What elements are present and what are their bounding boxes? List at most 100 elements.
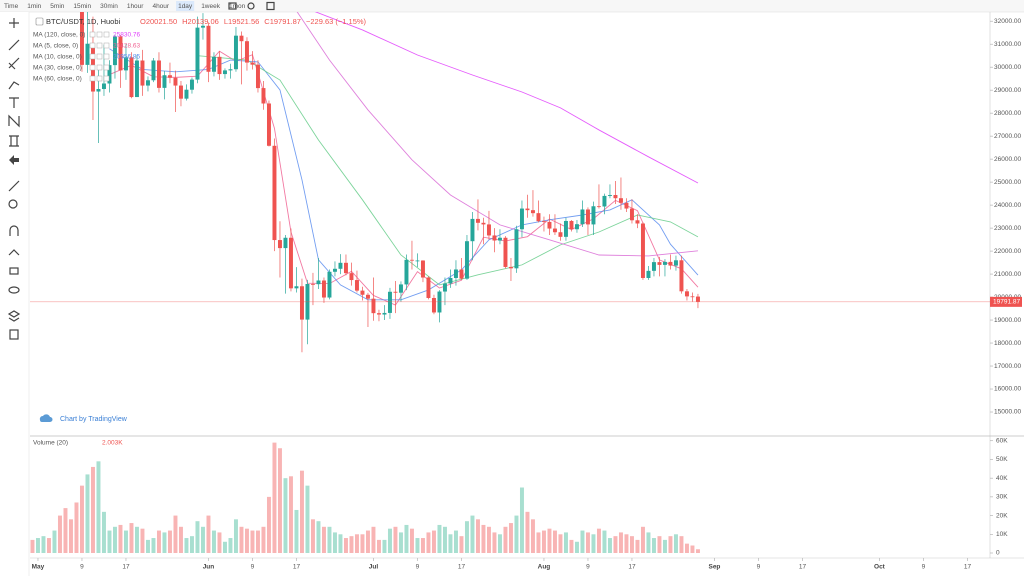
trendline-tool[interactable]	[8, 39, 20, 51]
timeframe-button[interactable]: 1week	[201, 3, 221, 10]
volume-bar	[574, 541, 579, 553]
volume-bar	[607, 538, 612, 553]
pattern-tool[interactable]	[8, 114, 20, 128]
volume-tick-label: 10K	[996, 531, 1008, 538]
timeframe-buttons: Time 1min 5min 15min 30min 1hour 4hour 1day 1wee…	[4, 1, 246, 11]
volume-bar	[244, 528, 249, 553]
timeframe-button[interactable]: 1min	[27, 3, 41, 10]
lock-draw-tool[interactable]	[8, 249, 20, 256]
candle-body	[239, 35, 244, 42]
volume-bar	[409, 528, 414, 553]
lock-tool[interactable]	[9, 267, 19, 275]
x-tick-label: 17	[628, 564, 636, 571]
timeframe-button[interactable]: 15min	[73, 3, 91, 10]
candle-body	[662, 261, 667, 265]
volume-bar	[563, 532, 568, 553]
indicator-value: 20428.63	[113, 43, 140, 50]
prediction-tool[interactable]	[9, 135, 19, 147]
moving-average	[296, 12, 699, 257]
volume-bar	[668, 536, 673, 553]
close-icon[interactable]	[103, 42, 110, 49]
eye-icon[interactable]	[89, 31, 96, 38]
magnet-tool[interactable]	[9, 225, 19, 236]
close-icon[interactable]	[103, 64, 110, 71]
y-tick-label: 28000.00	[994, 110, 1021, 117]
y-tick-label: 24000.00	[994, 202, 1021, 209]
timeframe-button[interactable]: 4hour	[152, 3, 169, 10]
fullscreen-icon[interactable]	[266, 1, 275, 11]
trash-tool[interactable]	[9, 329, 19, 340]
settings-icon[interactable]	[96, 75, 103, 82]
timeframe-button[interactable]: 1day	[178, 3, 193, 10]
crosshair-tool[interactable]	[9, 18, 19, 28]
visibility-tool[interactable]	[8, 286, 20, 294]
candle-body	[283, 237, 288, 249]
quote-value: −229.63 (−1.15%)	[306, 17, 367, 26]
eye-icon[interactable]	[89, 64, 96, 71]
candle-body	[591, 206, 596, 225]
symbol-icon[interactable]	[35, 17, 44, 26]
x-tick-label: 9	[922, 564, 926, 571]
chart-type-icon[interactable]	[228, 2, 237, 10]
arrow-tool[interactable]	[9, 155, 19, 165]
volume-bar	[624, 534, 629, 553]
volume-bar	[486, 526, 491, 553]
candle-body	[613, 194, 618, 199]
zoom-tool[interactable]	[8, 199, 18, 209]
settings-icon[interactable]	[96, 64, 103, 71]
timeframe-button[interactable]: 1hour	[127, 3, 144, 10]
brush-tool[interactable]	[8, 81, 20, 90]
eye-icon[interactable]	[89, 42, 96, 49]
volume-bar	[118, 524, 123, 553]
fib-tool[interactable]	[8, 57, 20, 70]
candle-body	[629, 208, 634, 221]
settings-icon[interactable]	[96, 31, 103, 38]
watermark[interactable]: Chart by TradingView	[60, 416, 128, 423]
volume-bar	[321, 526, 326, 553]
volume-bar	[52, 530, 57, 553]
settings-icon[interactable]	[247, 2, 255, 10]
tradingview-logo	[39, 414, 53, 422]
close-icon[interactable]	[103, 75, 110, 82]
candle-body	[448, 277, 453, 284]
volume-bar	[459, 536, 464, 553]
indicator-name: MA (60, close, 0)	[33, 76, 82, 83]
left-toolbar	[0, 12, 29, 576]
close-icon[interactable]	[103, 31, 110, 38]
symbol: BTC/USDT, 1D, Huobi	[46, 17, 121, 26]
candle-body	[173, 77, 178, 86]
candle-body	[79, 12, 84, 65]
text-tool[interactable]	[9, 97, 19, 108]
eye-icon[interactable]	[89, 53, 96, 60]
volume-bar	[387, 528, 392, 553]
settings-icon[interactable]	[96, 53, 103, 60]
indicator-name: MA (10, close, 0)	[33, 54, 82, 61]
candle-body	[96, 89, 101, 92]
volume-bar	[530, 519, 535, 553]
volume-bar	[30, 539, 35, 553]
candle-body	[189, 79, 194, 90]
volume-bar	[162, 532, 167, 553]
candle-body	[525, 208, 530, 211]
candle-body	[519, 208, 524, 230]
timeframe-button[interactable]: Time	[4, 3, 19, 10]
timeframe-button[interactable]: 30min	[100, 3, 118, 10]
candle-body	[365, 294, 370, 299]
layers-tool[interactable]	[7, 310, 21, 322]
eye-icon[interactable]	[89, 75, 96, 82]
y-tick-label: 21000.00	[994, 271, 1021, 278]
close-icon[interactable]	[103, 53, 110, 60]
ruler-tool[interactable]	[8, 180, 20, 192]
candle-body	[327, 271, 332, 298]
candle-body	[222, 70, 227, 75]
timeframe-button[interactable]: 1mon	[229, 3, 246, 10]
candle-body	[596, 206, 601, 208]
settings-icon[interactable]	[96, 42, 103, 49]
y-tick-label: 29000.00	[994, 87, 1021, 94]
y-tick-label: 16000.00	[994, 386, 1021, 393]
timeframe-button[interactable]: 5min	[50, 3, 64, 10]
candle-body	[580, 209, 585, 225]
candle-body	[360, 290, 365, 295]
